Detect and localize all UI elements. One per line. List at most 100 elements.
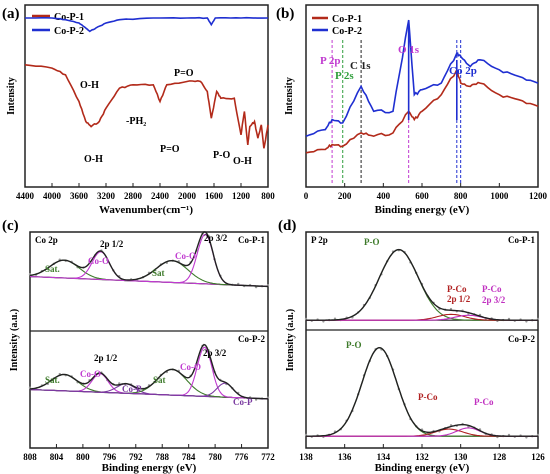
x-tick-label: 784 — [182, 452, 196, 462]
panel-c-sample-bot: Co-P-2 — [238, 334, 265, 344]
ann-d-4: P-Co — [482, 284, 502, 294]
x-tick-label: 772 — [261, 452, 275, 462]
x-tick-label: 0 — [304, 191, 309, 201]
ann-b-2: P 2p — [320, 55, 340, 67]
panel-c-title: Co 2p — [35, 235, 58, 245]
ann-c-7: Sat. — [45, 375, 60, 385]
ann-a-5: P=O — [160, 144, 180, 155]
panel-d-sample-bot: Co-P-2 — [508, 334, 535, 344]
ann-d-8: P-Co — [474, 397, 494, 407]
x-tick-label: 788 — [155, 452, 169, 462]
x-tick-label: 808 — [23, 452, 37, 462]
ann-b-3: P 2s — [335, 70, 354, 82]
panel-d-title: P 2p — [311, 235, 328, 245]
panel-a-xlabel: Wavenumber(cm⁻¹) — [99, 204, 193, 216]
panel-c-frame — [29, 231, 269, 449]
x-tick-label: 4000 — [43, 191, 62, 201]
x-tick-label: 600 — [415, 191, 429, 201]
ann-a-7: O-H — [233, 156, 252, 167]
x-tick-label: 792 — [129, 452, 143, 462]
x-tick-label: 776 — [235, 452, 249, 462]
legend-a-1: Co-P-1 — [54, 12, 84, 23]
legend-a-2: Co-P-2 — [54, 26, 84, 37]
panel-d-frame — [305, 231, 539, 449]
ann-c-9: 2p 1/2 — [94, 353, 118, 363]
x-tick-label: 800 — [454, 191, 468, 201]
ann-a-1: O-H — [80, 80, 99, 91]
ann-a-3: O-H — [84, 154, 103, 165]
ann-d-5: 2p 3/2 — [482, 295, 506, 305]
ann-c-3: 2p 1/2 — [100, 239, 124, 249]
panel-a-frame — [24, 4, 269, 188]
ann-c-1: Sat. — [45, 264, 60, 274]
panel-c-series — [28, 231, 270, 401]
ann-a-4: -PH₂ — [126, 116, 146, 127]
x-tick-label: 1200 — [529, 191, 548, 201]
x-tick-label: 128 — [493, 452, 507, 462]
x-tick-label: 400 — [377, 191, 391, 201]
x-tick-label: 132 — [415, 452, 429, 462]
panel-a-label: (a) — [2, 6, 20, 22]
ann-b-5: Co 2p — [449, 65, 477, 77]
ann-d-6: P-O — [346, 340, 362, 350]
panel-d-label: (d) — [278, 218, 296, 234]
series-co-p-2-line — [305, 19, 539, 137]
x-tick-label: 4400 — [16, 191, 35, 201]
envelope-line — [29, 231, 268, 288]
x-tick-label: 130 — [454, 452, 468, 462]
x-tick-label: 800 — [76, 452, 90, 462]
ann-d-2: P-Co — [447, 284, 467, 294]
ann-b-1: O 1s — [398, 44, 420, 56]
panel-d-ticks: 138 136 134 132 130 128 126 — [299, 444, 545, 462]
ann-c-13: 2p 3/2 — [203, 348, 227, 358]
panel-d: (d) P 2p Co-P-1 Co-P-2 P-O P-Co 2p 1/2 P… — [278, 218, 545, 474]
panel-a-ticks: 4400 4000 3600 3200 2800 2400 2000 1600 1200 800 — [16, 183, 275, 201]
ann-c-6: 2p 3/2 — [204, 233, 228, 243]
ann-b-4: C 1s — [350, 60, 371, 72]
panel-b-series — [305, 19, 539, 154]
x-tick-label: 2000 — [178, 191, 197, 201]
ann-c-12: Co-O — [180, 362, 201, 372]
x-tick-label: 126 — [531, 452, 545, 462]
panel-a-series — [24, 16, 269, 149]
panel-d-ylabel: Intensity (a.u.) — [285, 309, 296, 372]
series-co-p-2-line — [25, 16, 269, 33]
x-tick-label: 136 — [338, 452, 352, 462]
x-tick-label: 2400 — [151, 191, 170, 201]
x-tick-label: 796 — [103, 452, 117, 462]
legend-b-2: Co-P-2 — [332, 26, 362, 37]
x-tick-label: 780 — [208, 452, 222, 462]
envelope-line — [29, 343, 269, 400]
series-co-p-1-line — [305, 67, 539, 154]
x-tick-label: 3600 — [70, 191, 89, 201]
ann-c-2: Co-O — [88, 256, 109, 266]
x-tick-label: 2800 — [124, 191, 143, 201]
x-tick-label: 134 — [377, 452, 391, 462]
panel-c-ylabel: Intensity (a.u.) — [9, 309, 20, 372]
panel-b-xlabel: Binding energy (eV) — [375, 204, 470, 216]
ann-c-5: Co-O — [175, 251, 196, 261]
panel-a-ylabel: Intensity — [6, 77, 17, 115]
x-tick-label: 1200 — [232, 191, 251, 201]
envelope-line — [306, 346, 538, 437]
panel-d-sample-top: Co-P-1 — [508, 235, 535, 245]
ann-d-3: 2p 1/2 — [447, 294, 471, 304]
x-tick-label: 1000 — [490, 191, 509, 201]
ann-a-6: P-O — [213, 150, 230, 161]
x-tick-label: 1600 — [205, 191, 224, 201]
panel-b: (b) Co-P-1 Co-P-2 O 1s P 2p P 2s C 1s Co… — [276, 4, 548, 216]
panel-c-xlabel: Binding energy (eV) — [102, 462, 197, 474]
panel-c: (c) Co 2p Co-P-1 Co-P-2 Sat. Co-O 2p 1/2… — [2, 218, 275, 474]
ann-c-10: Co-P — [122, 384, 142, 394]
ann-c-4: Sat — [152, 268, 165, 278]
panel-b-label: (b) — [276, 6, 294, 22]
panel-a: (a) Co-P-1 Co-P-2 O-H P=O O-H -PH₂ P=O P… — [2, 4, 275, 216]
legend-b-1: Co-P-1 — [332, 14, 362, 25]
panel-b-ticks: 0 200 400 600 800 1000 1200 — [304, 183, 548, 201]
series-co-p-1-line — [24, 64, 269, 149]
ann-d-1: P-O — [364, 237, 380, 247]
ann-c-8: Co-O — [80, 369, 101, 379]
ann-a-2: P=O — [174, 68, 194, 79]
panel-d-series — [304, 248, 540, 439]
